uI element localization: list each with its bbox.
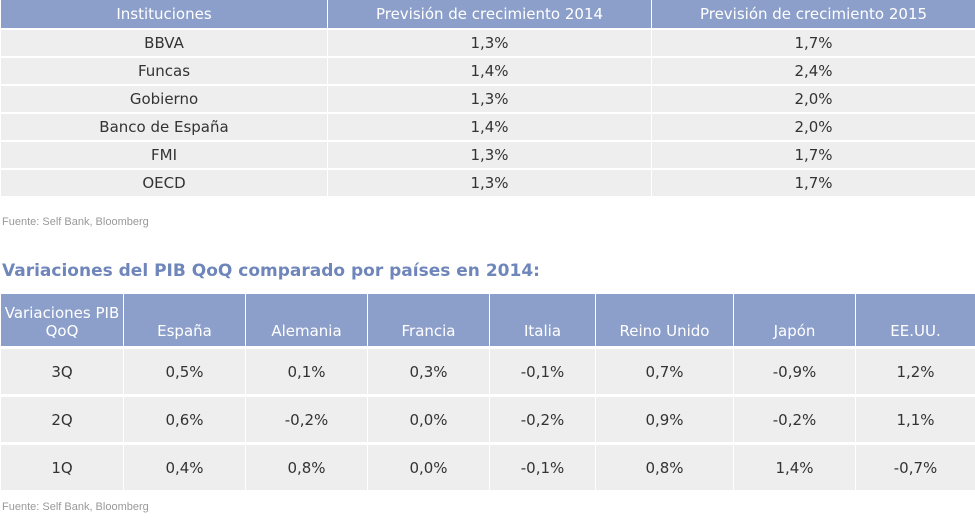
table-row: 3Q 0,5% 0,1% 0,3% -0,1% 0,7% -0,9% 1,2% [0, 346, 975, 396]
gdp-header-row: Variaciones PIB QoQ España Alemania Fran… [0, 294, 975, 348]
column-header: Francia [367, 294, 490, 348]
forecast-2014-cell: 1,3% [327, 168, 652, 196]
table-row: OECD 1,3% 1,7% [0, 168, 975, 196]
table-row: BBVA 1,3% 1,7% [0, 28, 975, 57]
value-cell: 0,8% [595, 442, 734, 490]
value-cell: -0,1% [489, 346, 596, 396]
table-row: 2Q 0,6% -0,2% 0,0% -0,2% 0,9% -0,2% 1,1% [0, 394, 975, 444]
forecast-header-row: Instituciones Previsión de crecimiento 2… [0, 0, 975, 29]
column-header: Instituciones [0, 0, 328, 29]
value-cell: 0,3% [367, 346, 490, 396]
column-header: Previsión de crecimiento 2015 [651, 0, 975, 29]
value-cell: 0,7% [595, 346, 734, 396]
column-header: Italia [489, 294, 596, 348]
gdp-variation-table: Variaciones PIB QoQ España Alemania Fran… [0, 294, 975, 490]
forecast-2014-cell: 1,3% [327, 140, 652, 169]
value-cell: 1,4% [733, 442, 856, 490]
value-cell: -0,2% [245, 394, 368, 444]
value-cell: 0,8% [245, 442, 368, 490]
column-header: Japón [733, 294, 856, 348]
value-cell: 0,6% [123, 394, 246, 444]
institution-cell: FMI [0, 140, 328, 169]
column-header: Reino Unido [595, 294, 734, 348]
column-header: Alemania [245, 294, 368, 348]
value-cell: 1,1% [855, 394, 975, 444]
column-header: EE.UU. [855, 294, 975, 348]
forecast-2014-cell: 1,4% [327, 56, 652, 85]
value-cell: 0,9% [595, 394, 734, 444]
value-cell: -0,9% [733, 346, 856, 396]
source-note: Fuente: Self Bank, Bloomberg [2, 216, 149, 228]
value-cell: -0,7% [855, 442, 975, 490]
value-cell: -0,2% [489, 394, 596, 444]
quarter-cell: 2Q [0, 394, 124, 444]
value-cell: 1,2% [855, 346, 975, 396]
forecast-2014-cell: 1,3% [327, 28, 652, 57]
value-cell: 0,0% [367, 442, 490, 490]
institution-cell: BBVA [0, 28, 328, 57]
value-cell: 0,4% [123, 442, 246, 490]
value-cell: 0,0% [367, 394, 490, 444]
column-header: Variaciones PIB QoQ [0, 294, 124, 348]
institution-cell: Gobierno [0, 84, 328, 113]
quarter-cell: 3Q [0, 346, 124, 396]
source-note: Fuente: Self Bank, Bloomberg [2, 501, 149, 513]
institution-cell: Funcas [0, 56, 328, 85]
value-cell: 0,1% [245, 346, 368, 396]
institution-cell: OECD [0, 168, 328, 196]
table-row: 1Q 0,4% 0,8% 0,0% -0,1% 0,8% 1,4% -0,7% [0, 442, 975, 490]
table-row: Banco de España 1,4% 2,0% [0, 112, 975, 141]
forecast-2014-cell: 1,4% [327, 112, 652, 141]
forecast-2015-cell: 2,0% [651, 84, 975, 113]
institution-cell: Banco de España [0, 112, 328, 141]
forecast-2015-cell: 2,4% [651, 56, 975, 85]
column-header: Previsión de crecimiento 2014 [327, 0, 652, 29]
forecast-2015-cell: 1,7% [651, 28, 975, 57]
quarter-cell: 1Q [0, 442, 124, 490]
forecast-2015-cell: 1,7% [651, 168, 975, 196]
column-header: España [123, 294, 246, 348]
forecast-2015-cell: 2,0% [651, 112, 975, 141]
value-cell: -0,2% [733, 394, 856, 444]
value-cell: 0,5% [123, 346, 246, 396]
section-title: Variaciones del PIB QoQ comparado por pa… [2, 261, 540, 281]
table-row: Gobierno 1,3% 2,0% [0, 84, 975, 113]
table-row: FMI 1,3% 1,7% [0, 140, 975, 169]
table-row: Funcas 1,4% 2,4% [0, 56, 975, 85]
forecast-2014-cell: 1,3% [327, 84, 652, 113]
forecast-2015-cell: 1,7% [651, 140, 975, 169]
value-cell: -0,1% [489, 442, 596, 490]
forecast-table: Instituciones Previsión de crecimiento 2… [0, 0, 975, 196]
